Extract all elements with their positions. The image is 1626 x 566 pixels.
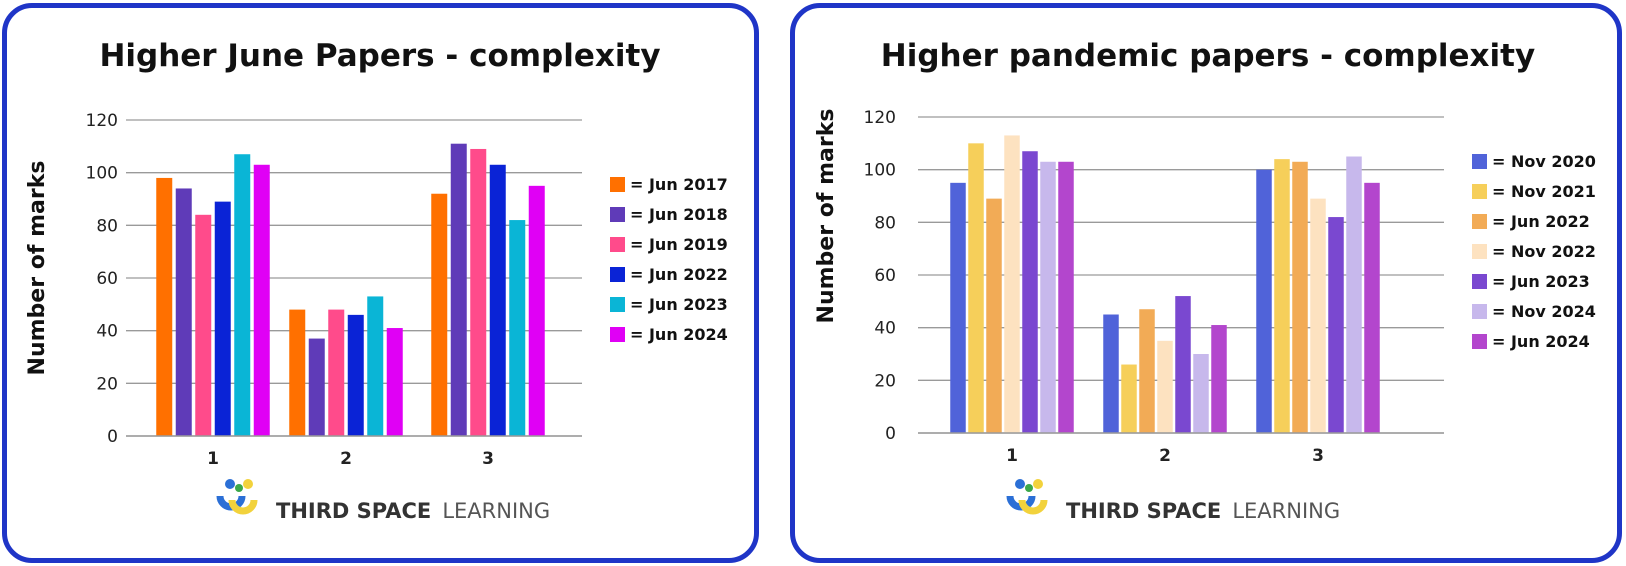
bar bbox=[450, 143, 467, 436]
legend-label: = Jun 2022 bbox=[1492, 212, 1590, 231]
y-tick-label: 100 bbox=[86, 164, 118, 184]
y-tick-label: 20 bbox=[874, 371, 896, 391]
bar bbox=[308, 338, 325, 436]
legend-label: = Jun 2019 bbox=[630, 235, 728, 254]
bar bbox=[950, 182, 966, 433]
y-axis-label-pandemic: Number of marks bbox=[814, 109, 839, 324]
bar bbox=[1040, 161, 1056, 433]
legend-label: = Jun 2024 bbox=[630, 325, 728, 344]
legend-swatch bbox=[1472, 154, 1487, 169]
bar bbox=[1022, 151, 1038, 433]
x-tick-label: 3 bbox=[482, 449, 494, 469]
bar bbox=[431, 193, 448, 436]
bar bbox=[156, 177, 173, 436]
bar bbox=[968, 143, 984, 434]
y-tick-label: 80 bbox=[96, 216, 118, 236]
y-tick-label: 60 bbox=[874, 266, 896, 286]
y-tick-label: 20 bbox=[96, 374, 118, 394]
bar bbox=[1175, 296, 1191, 433]
y-axis-label-june: Number of marks bbox=[25, 161, 50, 376]
bar bbox=[347, 314, 364, 436]
bar bbox=[1193, 354, 1209, 433]
x-tick-label: 3 bbox=[1312, 446, 1324, 466]
bar bbox=[234, 154, 251, 436]
legend-label: = Jun 2024 bbox=[1492, 332, 1590, 351]
bar bbox=[367, 296, 384, 436]
legend-swatch bbox=[610, 327, 625, 342]
legend-label: = Nov 2024 bbox=[1492, 302, 1596, 321]
bar bbox=[1292, 161, 1308, 433]
bar bbox=[1157, 340, 1173, 433]
bar bbox=[1274, 159, 1290, 433]
bar bbox=[1256, 169, 1272, 433]
bar bbox=[195, 214, 212, 436]
x-tick-label: 2 bbox=[340, 449, 352, 469]
y-tick-label: 80 bbox=[874, 213, 896, 233]
bar bbox=[1364, 182, 1380, 433]
x-tick-label: 2 bbox=[1159, 446, 1171, 466]
bar bbox=[509, 220, 526, 436]
bar bbox=[214, 201, 231, 436]
y-tick-label: 0 bbox=[107, 427, 118, 447]
legend-swatch bbox=[610, 207, 625, 222]
bar bbox=[1310, 198, 1326, 433]
bar bbox=[1103, 314, 1119, 433]
brand-text-left: THIRD SPACE LEARNING bbox=[276, 499, 550, 523]
legend-label: = Jun 2017 bbox=[630, 175, 728, 194]
bar bbox=[470, 148, 487, 436]
legend-swatch bbox=[1472, 214, 1487, 229]
legend-swatch bbox=[610, 297, 625, 312]
bar bbox=[986, 198, 1002, 433]
chart-panel-june bbox=[2, 3, 759, 563]
bar bbox=[1346, 156, 1362, 433]
x-tick-label: 1 bbox=[1006, 446, 1018, 466]
chart-title-june: Higher June Papers - complexity bbox=[99, 38, 660, 74]
bar bbox=[1058, 161, 1074, 433]
bar bbox=[1121, 364, 1137, 433]
bar bbox=[489, 164, 506, 436]
brand-text-right: THIRD SPACE LEARNING bbox=[1066, 499, 1340, 523]
legend-label: = Jun 2022 bbox=[630, 265, 728, 284]
bar-chart-june: 0 20 40 60 80 100 120 1 2 3 = Jun 2017 = Jun 2018 = … bbox=[86, 111, 728, 469]
legend-swatch bbox=[610, 177, 625, 192]
legend-swatch bbox=[1472, 274, 1487, 289]
y-tick-label: 100 bbox=[864, 161, 896, 181]
legend-label: = Jun 2023 bbox=[1492, 272, 1590, 291]
bar bbox=[528, 185, 545, 436]
y-tick-label: 120 bbox=[86, 111, 118, 131]
x-tick-label: 1 bbox=[207, 449, 219, 469]
y-tick-label: 60 bbox=[96, 269, 118, 289]
legend-swatch bbox=[610, 237, 625, 252]
legend-label: = Nov 2021 bbox=[1492, 182, 1596, 201]
bar bbox=[1328, 217, 1344, 433]
y-tick-label: 120 bbox=[864, 108, 896, 128]
bar bbox=[1211, 325, 1227, 433]
legend-label: = Nov 2022 bbox=[1492, 242, 1596, 261]
bar bbox=[328, 309, 345, 436]
legend-label: = Nov 2020 bbox=[1492, 152, 1596, 171]
bar-chart-pandemic: 0 20 40 60 80 100 120 1 2 3 = Nov 2020 = Nov 2021 = … bbox=[864, 108, 1596, 466]
y-tick-label: 40 bbox=[96, 322, 118, 342]
third-space-learning-logo-right bbox=[1006, 479, 1048, 515]
bar bbox=[1004, 135, 1020, 433]
bar bbox=[289, 309, 306, 436]
chart-title-pandemic: Higher pandemic papers - complexity bbox=[881, 38, 1535, 74]
y-tick-label: 0 bbox=[885, 424, 896, 444]
third-space-learning-logo bbox=[216, 479, 258, 515]
legend-label: = Jun 2018 bbox=[630, 205, 728, 224]
bar bbox=[386, 328, 403, 436]
legend-swatch bbox=[1472, 184, 1487, 199]
bar bbox=[175, 188, 192, 436]
legend-label: = Jun 2023 bbox=[630, 295, 728, 314]
legend-swatch bbox=[1472, 244, 1487, 259]
y-tick-label: 40 bbox=[874, 319, 896, 339]
legend-swatch bbox=[610, 267, 625, 282]
legend-swatch bbox=[1472, 304, 1487, 319]
bar bbox=[1139, 309, 1155, 433]
legend-swatch bbox=[1472, 334, 1487, 349]
bar bbox=[253, 164, 270, 436]
